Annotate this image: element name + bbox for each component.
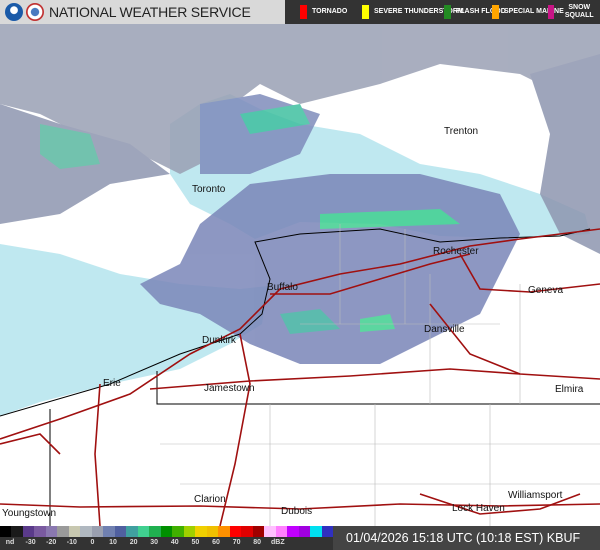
scale-tick: -30	[25, 539, 36, 546]
scale-tick: -10	[66, 539, 77, 546]
scale-tick: -20	[46, 539, 57, 546]
scale-swatch	[103, 526, 115, 537]
city-label: Rochester	[433, 246, 479, 257]
warning-label: SNOW SQUALL	[564, 4, 594, 19]
nws-branding: NATIONAL WEATHER SERVICE	[0, 0, 285, 24]
scale-swatch	[114, 526, 127, 537]
city-label: Youngstown	[2, 508, 57, 519]
scale-swatch	[310, 526, 322, 537]
warning-type: FLASH FLOOD	[437, 0, 506, 24]
warning-type: TORNADO	[293, 0, 347, 24]
scale-swatch	[218, 526, 230, 537]
scale-tick: 0	[90, 539, 95, 546]
noaa-logo-icon	[5, 3, 23, 21]
scale-swatch	[68, 526, 81, 537]
warning-label: FLASH FLOOD	[456, 8, 506, 15]
radar-map[interactable]	[0, 24, 600, 526]
city-label: Dubois	[281, 506, 313, 517]
city-label: Toronto	[192, 184, 226, 195]
scale-swatch	[80, 526, 92, 537]
warning-type: SEVERE THUNDERSTORM	[355, 0, 464, 24]
scale-swatch	[241, 526, 253, 537]
scale-tick: 70	[232, 539, 241, 546]
reflectivity-ticks: nd -30 -20 -10 0 10 20 30 40 50 60 70 80 dBZ	[0, 537, 333, 550]
warning-type: SPECIAL MARINE	[485, 0, 564, 24]
scale-swatch	[91, 526, 104, 537]
scale-swatch	[126, 526, 138, 537]
reflectivity-color-scale	[0, 526, 334, 537]
city-label: Lock Haven	[452, 503, 505, 514]
warning-label: SEVERE THUNDERSTORM	[374, 8, 464, 15]
scale-swatch	[137, 526, 150, 537]
city-label: Trenton	[444, 126, 479, 137]
city-label: Williamsport	[508, 490, 563, 501]
scale-swatch	[45, 526, 58, 537]
city-label: Dunkirk	[202, 335, 236, 346]
city-label: Jamestown	[204, 383, 255, 394]
scale-swatch	[206, 526, 219, 537]
roads	[0, 228, 600, 526]
scale-tick: 80	[253, 539, 262, 546]
city-label: Elmira	[555, 384, 584, 395]
city-label: Geneva	[528, 285, 564, 296]
scale-swatch	[160, 526, 173, 537]
scale-swatch	[287, 526, 299, 537]
timestamp: 01/04/2026 15:18 UTC (10:18 EST) KBUF	[333, 526, 600, 550]
warning-legend: TORNADO SEVERE THUNDERSTORM FLASH FLOOD SPE…	[285, 0, 600, 24]
reflectivity-legend: nd -30 -20 -10 0 10 20 30 40 50 60 70 80 dBZ	[0, 526, 334, 550]
scale-swatch	[252, 526, 265, 537]
scale-swatch	[321, 526, 334, 537]
scale-swatch	[183, 526, 196, 537]
scale-swatch	[11, 526, 23, 537]
warning-swatch	[300, 5, 307, 19]
scale-tick: nd	[5, 539, 15, 546]
nws-logo-icon	[26, 3, 44, 21]
city-label: Dansville	[424, 324, 465, 335]
warning-swatch	[362, 5, 369, 19]
scale-tick: dBZ	[270, 539, 285, 546]
scale-tick: 60	[212, 539, 220, 546]
scale-swatch	[275, 526, 288, 537]
city-label: Buffalo	[267, 282, 298, 293]
scale-tick: 10	[109, 539, 117, 546]
warning-swatch	[492, 5, 499, 19]
scale-tick: 20	[129, 539, 138, 546]
scale-swatch	[264, 526, 276, 537]
scale-swatch	[172, 526, 184, 537]
header: NATIONAL WEATHER SERVICE TORNADO SEVERE T…	[0, 0, 600, 24]
warning-swatch	[444, 5, 451, 19]
scale-swatch	[0, 526, 12, 537]
scale-swatch	[57, 526, 69, 537]
scale-swatch	[195, 526, 207, 537]
scale-swatch	[22, 526, 35, 537]
radar-echoes	[0, 24, 600, 364]
scale-swatch	[298, 526, 311, 537]
scale-swatch	[229, 526, 242, 537]
warning-label: TORNADO	[312, 8, 348, 15]
scale-swatch	[34, 526, 46, 537]
scale-tick: 50	[191, 539, 200, 546]
city-label: Clarion	[194, 494, 226, 505]
city-label: Erie	[103, 378, 121, 389]
warning-swatch	[548, 5, 554, 19]
warning-label: SPECIAL MARINE	[504, 8, 564, 15]
site-title: NATIONAL WEATHER SERVICE	[49, 4, 251, 20]
warning-type: SNOW SQUALL	[541, 0, 600, 24]
scale-swatch	[149, 526, 161, 537]
scale-tick: 30	[150, 539, 159, 546]
scale-tick: 40	[170, 539, 179, 546]
